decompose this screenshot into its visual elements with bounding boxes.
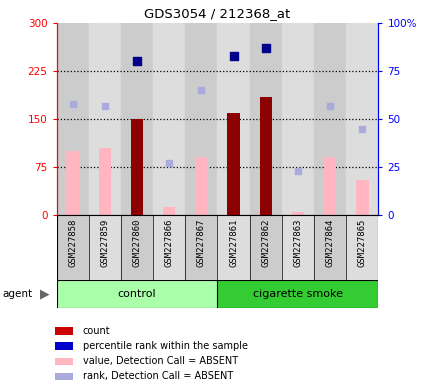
Bar <box>227 113 239 215</box>
Point <box>197 87 204 93</box>
Point <box>69 101 76 107</box>
Text: count: count <box>82 326 110 336</box>
Text: cigarette smoke: cigarette smoke <box>253 289 342 299</box>
Point <box>133 58 140 65</box>
Bar <box>121 215 153 280</box>
Text: GSM227858: GSM227858 <box>68 218 77 266</box>
Text: GSM227861: GSM227861 <box>229 218 237 266</box>
Bar <box>153 23 185 215</box>
Bar <box>89 215 121 280</box>
Text: GSM227859: GSM227859 <box>100 218 109 266</box>
Text: GSM227866: GSM227866 <box>164 218 173 266</box>
Bar <box>55 373 73 380</box>
Bar <box>185 215 217 280</box>
Bar <box>56 215 89 280</box>
Text: ▶: ▶ <box>40 288 49 301</box>
Text: GSM227862: GSM227862 <box>261 218 270 266</box>
Bar <box>345 215 378 280</box>
Point <box>165 160 172 166</box>
Text: GSM227867: GSM227867 <box>197 218 205 266</box>
Bar <box>185 23 217 215</box>
Bar <box>281 23 313 215</box>
Bar <box>99 148 111 215</box>
Bar <box>291 212 303 215</box>
Bar <box>217 23 249 215</box>
Bar <box>249 23 281 215</box>
Bar <box>55 358 73 365</box>
Text: GSM227864: GSM227864 <box>325 218 334 266</box>
Point <box>101 103 108 109</box>
Bar <box>249 215 281 280</box>
Point <box>294 168 301 174</box>
Point <box>262 45 269 51</box>
Bar <box>281 215 313 280</box>
Bar <box>56 280 217 308</box>
Bar <box>56 23 89 215</box>
Text: GSM227865: GSM227865 <box>357 218 366 266</box>
Point <box>326 103 333 109</box>
Text: control: control <box>118 289 156 299</box>
Bar <box>131 119 143 215</box>
Bar <box>163 207 175 215</box>
Bar <box>55 327 73 334</box>
Bar <box>55 343 73 350</box>
Bar <box>89 23 121 215</box>
Text: percentile rank within the sample: percentile rank within the sample <box>82 341 247 351</box>
Point <box>358 126 365 132</box>
Bar <box>313 215 345 280</box>
Bar <box>66 151 79 215</box>
Point <box>230 53 237 59</box>
Text: rank, Detection Call = ABSENT: rank, Detection Call = ABSENT <box>82 371 232 381</box>
Text: GSM227863: GSM227863 <box>293 218 302 266</box>
Bar <box>355 180 368 215</box>
Bar <box>195 157 207 215</box>
Text: value, Detection Call = ABSENT: value, Detection Call = ABSENT <box>82 356 237 366</box>
Text: agent: agent <box>2 289 32 299</box>
Title: GDS3054 / 212368_at: GDS3054 / 212368_at <box>144 7 290 20</box>
Bar <box>217 215 249 280</box>
Bar <box>323 157 335 215</box>
Bar <box>345 23 378 215</box>
Text: GSM227860: GSM227860 <box>132 218 141 266</box>
Bar <box>259 97 271 215</box>
Bar <box>121 23 153 215</box>
Bar <box>153 215 185 280</box>
Bar <box>313 23 345 215</box>
Bar <box>217 280 378 308</box>
